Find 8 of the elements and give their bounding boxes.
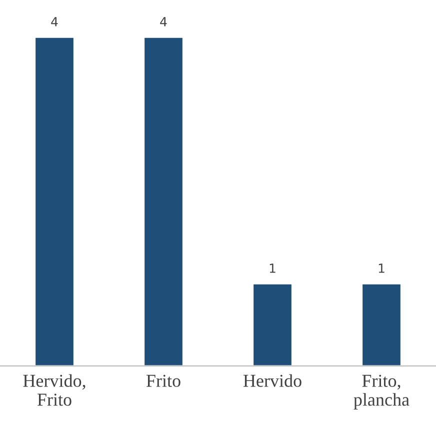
x-tick-label: Hervido xyxy=(243,374,302,387)
data-label: 4 xyxy=(160,17,167,26)
data-label: 4 xyxy=(51,17,58,26)
data-label: 1 xyxy=(378,264,384,273)
x-tick-label: Frito xyxy=(146,374,180,387)
x-tick-label: Hervido, Frito xyxy=(23,374,86,406)
data-label: 1 xyxy=(270,264,276,273)
x-tick-label: Frito, plancha xyxy=(354,374,410,410)
